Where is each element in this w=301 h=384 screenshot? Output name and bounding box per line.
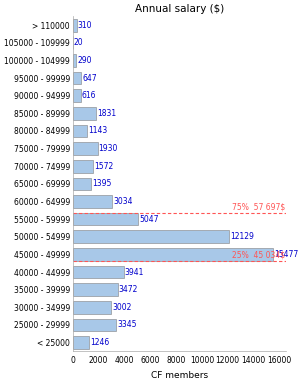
Text: 290: 290 — [77, 56, 92, 65]
Text: 3345: 3345 — [117, 321, 136, 329]
Text: 20: 20 — [74, 38, 84, 47]
Bar — [73, 54, 76, 67]
Text: 1395: 1395 — [92, 179, 111, 189]
Bar — [73, 125, 88, 137]
Bar — [73, 89, 81, 102]
Bar — [73, 142, 98, 155]
Text: 3472: 3472 — [119, 285, 138, 294]
Text: 3002: 3002 — [113, 303, 132, 312]
Bar — [73, 319, 116, 331]
Bar — [73, 301, 111, 314]
Bar — [73, 248, 273, 261]
Text: 647: 647 — [82, 74, 97, 83]
Text: 75%  57 697$: 75% 57 697$ — [232, 203, 285, 212]
Text: 15477: 15477 — [274, 250, 298, 259]
Text: 310: 310 — [78, 21, 92, 30]
Text: 616: 616 — [82, 91, 96, 100]
Title: Annual salary ($): Annual salary ($) — [135, 4, 224, 14]
Bar — [73, 160, 93, 172]
Text: 1246: 1246 — [90, 338, 109, 347]
Text: 3941: 3941 — [125, 268, 144, 276]
Text: 1572: 1572 — [94, 162, 113, 171]
Text: 12129: 12129 — [231, 232, 254, 241]
Text: 1831: 1831 — [98, 109, 116, 118]
X-axis label: CF members: CF members — [151, 371, 208, 380]
Text: 25%  45 034$: 25% 45 034$ — [232, 251, 285, 260]
Bar — [73, 266, 124, 278]
Bar — [73, 72, 81, 84]
Bar — [73, 283, 118, 296]
Bar — [73, 195, 112, 208]
Bar — [73, 177, 91, 190]
Bar — [73, 213, 138, 225]
Text: 1143: 1143 — [88, 126, 108, 136]
Bar — [73, 230, 229, 243]
Bar — [73, 19, 77, 31]
Bar — [73, 107, 96, 120]
Bar — [73, 336, 89, 349]
Text: 5047: 5047 — [139, 215, 158, 223]
Text: 1930: 1930 — [99, 144, 118, 153]
Text: 3034: 3034 — [113, 197, 132, 206]
